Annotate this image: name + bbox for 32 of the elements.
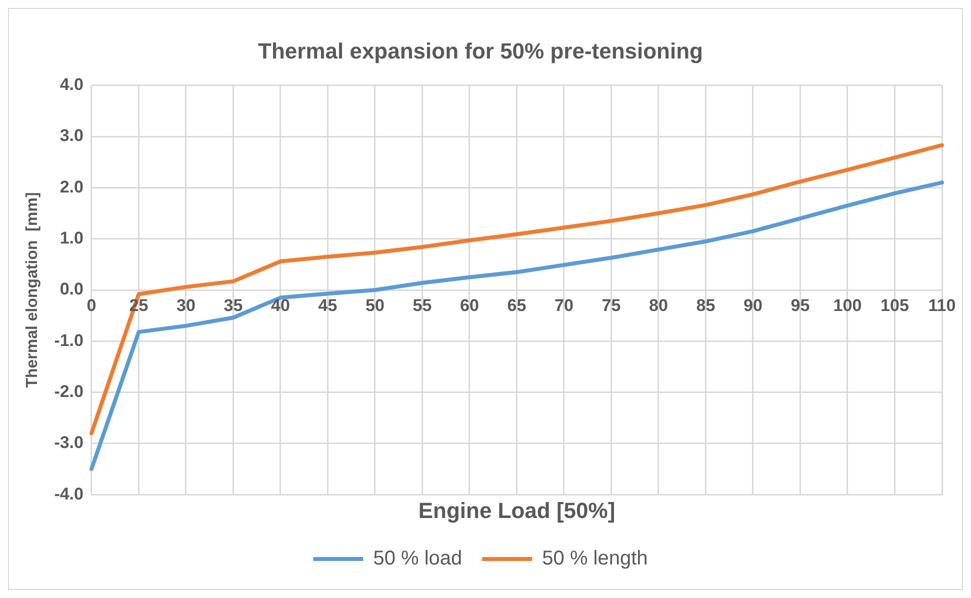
x-tick-label: 95 (790, 296, 810, 316)
y-tick-label: -2.0 (54, 382, 84, 401)
x-tick-label: 50 (366, 296, 384, 316)
y-tick-label: 2.0 (60, 177, 84, 196)
y-tick-label: 4.0 (60, 75, 84, 94)
x-tick-label: 110 (928, 296, 956, 316)
legend-label: 50 % length (542, 548, 648, 570)
x-tick-label: 85 (696, 296, 716, 316)
x-tick-label: 60 (460, 296, 479, 316)
x-tick-label: 90 (744, 296, 762, 316)
x-axis-title: Engine Load [50%] (418, 498, 616, 523)
x-tick-label: 35 (224, 296, 243, 316)
x-tick-label: 30 (176, 296, 196, 316)
y-tick-label: -4.0 (54, 484, 84, 504)
x-tick-label: 65 (507, 296, 526, 316)
y-tick-label: 0.0 (60, 280, 84, 299)
x-tick-label: 55 (412, 296, 432, 316)
x-tick-label: 105 (880, 296, 909, 316)
x-tick-label: 75 (602, 296, 621, 316)
x-tick-label: 70 (554, 296, 574, 316)
x-tick-label: 40 (271, 296, 290, 316)
legend-label: 50 % load (373, 548, 462, 570)
chart-title: Thermal expansion for 50% pre-tensioning (258, 38, 703, 64)
y-tick-label: 3.0 (60, 126, 84, 146)
y-axis-title: Thermal elongation [mm] (24, 192, 42, 388)
y-tick-label: 1.0 (60, 228, 84, 248)
y-tick-label: -3.0 (54, 433, 84, 452)
x-tick-label: 100 (833, 296, 862, 316)
x-tick-label: 0 (86, 296, 96, 316)
x-tick-label: 80 (649, 296, 668, 316)
y-tick-label: -1.0 (54, 330, 84, 350)
x-tick-label: 45 (318, 296, 338, 316)
